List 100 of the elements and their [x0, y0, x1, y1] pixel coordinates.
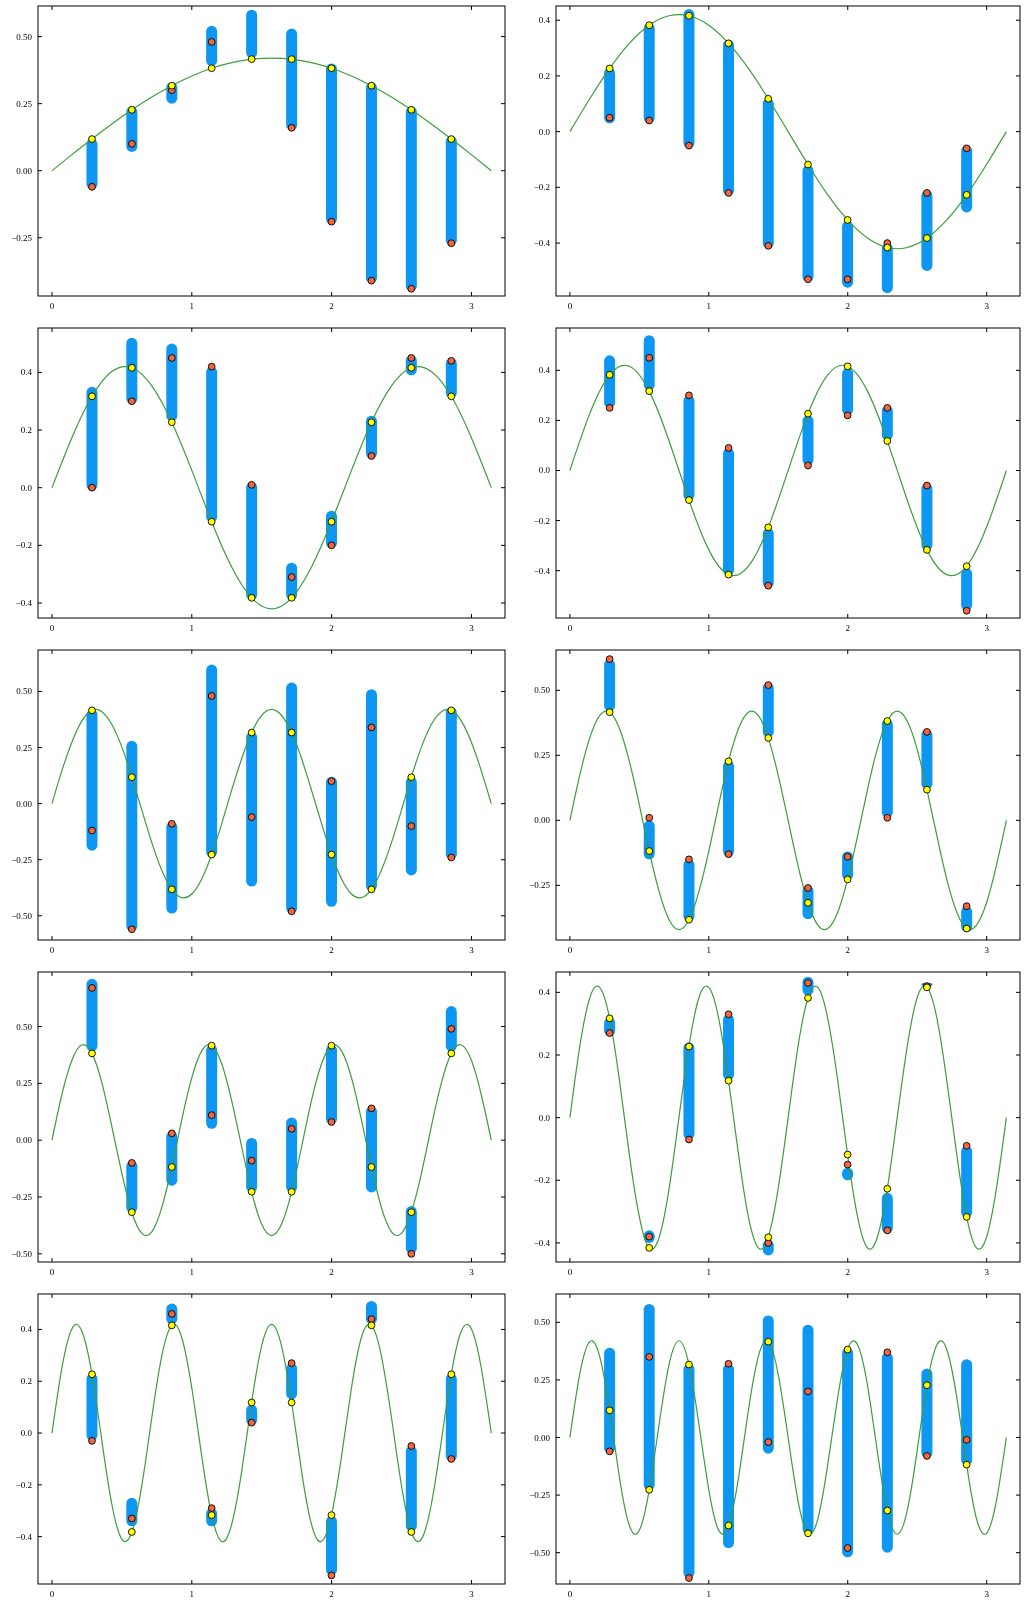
- x-tick-label: 1: [189, 1267, 195, 1277]
- point: [207, 517, 216, 526]
- point: [962, 562, 971, 570]
- x-tick-label: 2: [329, 1267, 334, 1277]
- point: [447, 1370, 456, 1379]
- bar: [723, 447, 735, 576]
- point: [605, 1406, 614, 1415]
- point: [207, 38, 216, 46]
- point: [843, 275, 852, 284]
- point: [685, 496, 693, 504]
- point: [804, 461, 812, 470]
- point: [764, 94, 773, 103]
- point: [724, 570, 733, 579]
- bar: [881, 1352, 893, 1553]
- point: [883, 813, 892, 822]
- x-tick-label: 0: [567, 1267, 573, 1277]
- bar: [723, 39, 735, 196]
- y-tick-label: 0.00: [16, 165, 33, 176]
- x-tick-label: 0: [49, 1267, 55, 1277]
- point: [764, 1233, 773, 1242]
- point: [605, 655, 614, 663]
- point: [685, 915, 693, 924]
- point: [724, 850, 733, 859]
- bar: [86, 709, 98, 851]
- point: [883, 717, 892, 725]
- point: [764, 1337, 773, 1346]
- point: [247, 55, 256, 63]
- x-tick-label: 0: [567, 301, 573, 311]
- point: [605, 64, 614, 73]
- point: [447, 706, 456, 715]
- point: [247, 593, 256, 602]
- point: [923, 1381, 931, 1390]
- x-tick-label: 1: [189, 1589, 195, 1599]
- point: [407, 1528, 416, 1536]
- point: [247, 480, 256, 489]
- x-tick-label: 2: [845, 945, 850, 955]
- point: [685, 1360, 693, 1369]
- point: [327, 1118, 336, 1126]
- point: [645, 1244, 654, 1252]
- x-tick-label: 2: [845, 1589, 850, 1599]
- x-tick-label: 3: [984, 301, 990, 311]
- point: [962, 1435, 971, 1444]
- point: [962, 902, 971, 911]
- point: [843, 852, 852, 861]
- point: [804, 884, 812, 892]
- point: [605, 404, 614, 412]
- point: [247, 813, 256, 821]
- point: [407, 1442, 416, 1450]
- point: [883, 1506, 892, 1515]
- point: [207, 362, 216, 371]
- bar: [445, 707, 457, 860]
- point: [923, 234, 931, 242]
- point: [447, 239, 456, 247]
- x-tick-label: 3: [469, 623, 475, 633]
- point: [605, 1029, 614, 1037]
- x-tick-label: 3: [469, 301, 475, 311]
- point: [88, 182, 96, 191]
- point: [127, 397, 136, 406]
- point: [287, 907, 296, 916]
- bar: [802, 165, 814, 283]
- point: [287, 1359, 296, 1367]
- point: [167, 354, 176, 362]
- y-tick-label: 0.0: [20, 482, 33, 493]
- x-tick-label: 3: [469, 1267, 475, 1277]
- bar: [762, 98, 774, 249]
- y-tick-label: −0.2: [533, 1175, 550, 1186]
- point: [923, 546, 931, 554]
- point: [167, 1163, 176, 1171]
- point: [407, 284, 416, 293]
- y-tick-label: 0.2: [20, 425, 32, 436]
- point: [327, 1041, 336, 1050]
- point: [804, 160, 812, 169]
- point: [367, 276, 376, 285]
- x-tick-label: 0: [49, 945, 55, 955]
- y-tick-label: 0.00: [16, 1135, 33, 1146]
- point: [88, 1049, 96, 1058]
- x-tick-label: 1: [706, 945, 712, 955]
- x-tick-label: 3: [984, 1589, 990, 1599]
- point: [645, 847, 654, 855]
- x-tick-label: 2: [329, 301, 334, 311]
- x-tick-label: 1: [189, 301, 195, 311]
- point: [327, 1511, 336, 1519]
- y-tick-label: 0.2: [20, 1376, 32, 1387]
- point: [367, 81, 376, 90]
- x-tick-label: 2: [845, 623, 850, 633]
- point: [843, 216, 852, 224]
- point: [724, 189, 733, 197]
- point: [645, 353, 654, 362]
- y-tick-label: 0.4: [538, 987, 551, 998]
- point: [843, 1345, 852, 1354]
- point: [327, 64, 336, 73]
- point: [327, 777, 336, 786]
- bar: [325, 63, 337, 225]
- bar: [86, 978, 98, 1052]
- point: [167, 819, 176, 828]
- point: [447, 853, 456, 862]
- point: [923, 1452, 931, 1460]
- x-tick-label: 1: [706, 1589, 712, 1599]
- x-tick-label: 0: [567, 945, 573, 955]
- point: [883, 243, 892, 252]
